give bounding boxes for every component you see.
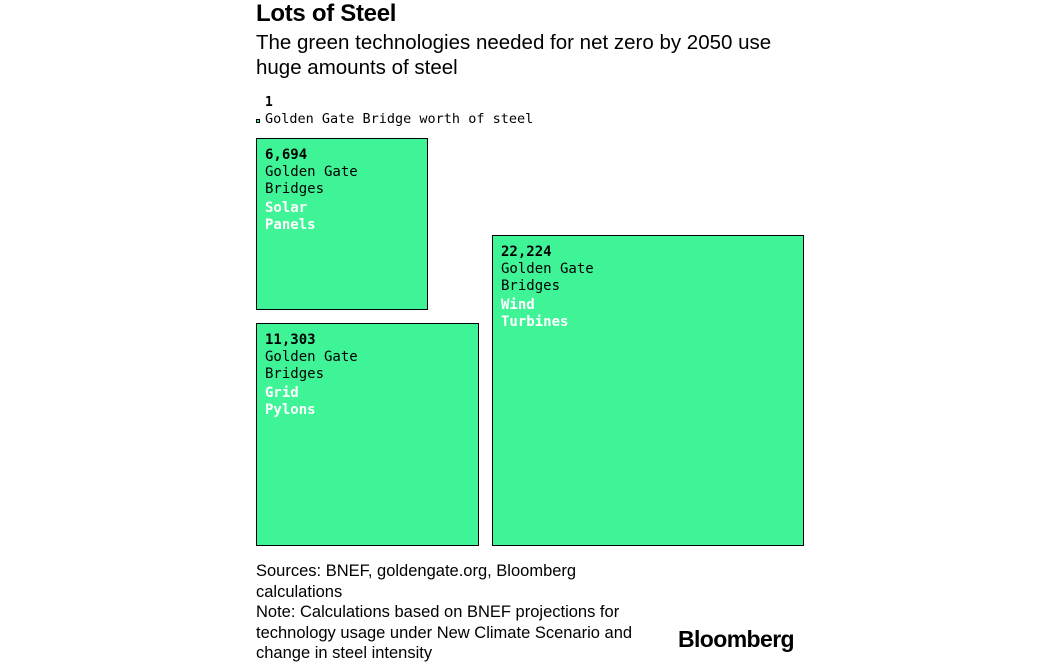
box-unit: Golden Gate Bridges xyxy=(501,261,594,294)
box-wind-turbines: 22,224 Golden Gate Bridges Wind Turbines xyxy=(492,235,804,546)
box-unit: Golden Gate Bridges xyxy=(265,164,358,197)
legend-label: Golden Gate Bridge worth of steel xyxy=(265,111,534,127)
box-solar-panels: 6,694 Golden Gate Bridges Solar Panels xyxy=(256,138,428,310)
box-grid-pylons: 11,303 Golden Gate Bridges Grid Pylons xyxy=(256,323,479,546)
box-category: Solar Panels xyxy=(265,200,316,233)
chart-title: Lots of Steel xyxy=(256,0,397,27)
box-unit: Golden Gate Bridges xyxy=(265,349,358,382)
box-value: 11,303 xyxy=(265,332,316,348)
chart-subtitle: The green technologies needed for net ze… xyxy=(256,31,772,79)
legend-value: 1 xyxy=(265,95,273,110)
box-value: 6,694 xyxy=(265,147,308,163)
sources-text: Sources: BNEF, goldengate.org, Bloomberg… xyxy=(256,562,577,601)
bloomberg-logo: Bloomberg xyxy=(678,626,795,652)
box-category: Grid Pylons xyxy=(265,385,316,418)
box-category: Wind Turbines xyxy=(501,297,569,330)
footnote: Sources: BNEF, goldengate.org, Bloomberg… xyxy=(256,561,656,664)
box-value: 22,224 xyxy=(501,244,552,260)
legend-reference-square xyxy=(256,119,260,123)
note-text: Note: Calculations based on BNEF project… xyxy=(256,603,633,663)
